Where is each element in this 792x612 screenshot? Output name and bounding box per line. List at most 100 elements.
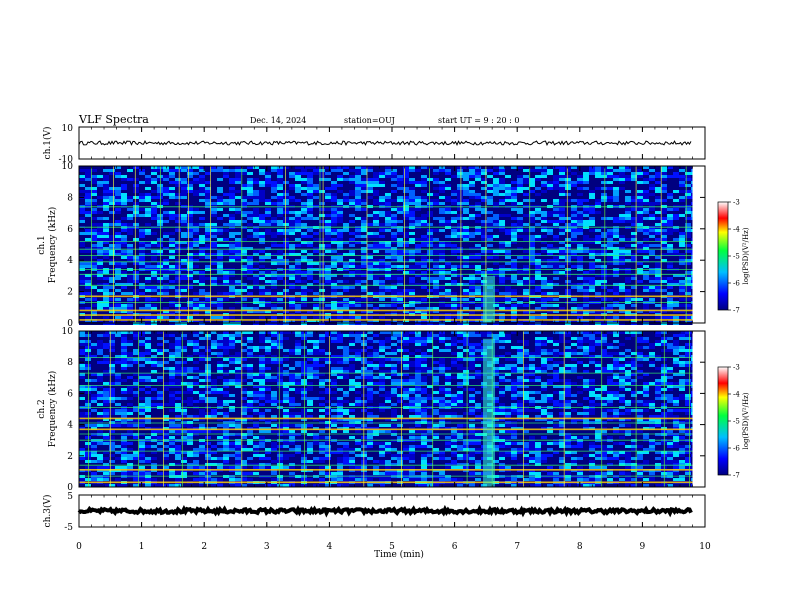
spectrogram-cell xyxy=(355,259,361,262)
spectrogram-cell xyxy=(355,199,361,202)
spectrogram-cell xyxy=(133,208,139,211)
spectrogram-cell xyxy=(295,250,301,253)
spectrogram-cell xyxy=(505,250,511,253)
spectrogram-cell xyxy=(451,235,457,238)
spectrogram-cell xyxy=(487,253,493,256)
spectrogram-cell xyxy=(565,280,571,283)
spectrogram-cell xyxy=(391,244,397,247)
spectrogram-cell xyxy=(253,214,259,217)
spectrogram-cell xyxy=(211,199,217,202)
spectrogram-cell xyxy=(559,211,565,214)
spectrogram-cell xyxy=(589,283,595,286)
spectrogram-cell xyxy=(175,211,181,214)
spectrogram-cell xyxy=(187,166,193,169)
spectrogram-cell xyxy=(349,283,355,286)
spectrogram-cell xyxy=(199,286,205,289)
spectrogram-cell xyxy=(589,184,595,187)
spectrogram-cell xyxy=(547,220,553,223)
spectrogram-cell xyxy=(241,262,247,265)
spectrogram-cell xyxy=(91,238,97,241)
spectrogram-cell xyxy=(361,310,367,313)
spectrogram-cell xyxy=(109,271,115,274)
spectrogram-cell xyxy=(457,265,463,268)
spectrogram-cell xyxy=(403,304,409,307)
spectrogram-cell xyxy=(577,190,583,193)
spectrogram-cell xyxy=(571,283,577,286)
spectrogram-cell xyxy=(379,190,385,193)
spectrogram-cell xyxy=(223,190,229,193)
spectrogram-cell xyxy=(541,280,547,283)
spectrogram-cell xyxy=(127,199,133,202)
spectrogram-cell xyxy=(319,289,325,292)
spectrogram-cell xyxy=(85,223,91,226)
spectrogram-cell xyxy=(589,238,595,241)
spectrogram-cell xyxy=(151,244,157,247)
spectrogram-cell xyxy=(355,256,361,259)
spectrogram-cell xyxy=(259,178,265,181)
spectrogram-cell xyxy=(499,280,505,283)
spectrogram-cell xyxy=(553,298,559,301)
spectrogram-cell xyxy=(259,244,265,247)
spectrogram-cell xyxy=(559,172,565,175)
spectrogram-cell xyxy=(439,223,445,226)
spectrogram-cell xyxy=(259,169,265,172)
spectrogram-cell xyxy=(289,229,295,232)
spectrogram-cell xyxy=(313,277,319,280)
spectrogram-cell xyxy=(259,298,265,301)
spectrogram-cell xyxy=(607,193,613,196)
spectrogram-cell xyxy=(517,193,523,196)
spectrogram-cell xyxy=(223,169,229,172)
spectrogram-cell xyxy=(487,202,493,205)
spectrogram-cell xyxy=(217,220,223,223)
spectrogram-cell xyxy=(289,280,295,283)
spectrogram-cell xyxy=(331,298,337,301)
spectrogram-cell xyxy=(139,286,145,289)
spectrogram-cell xyxy=(421,256,427,259)
spectrogram-cell xyxy=(343,235,349,238)
spectrogram-cell xyxy=(307,178,313,181)
spectrogram-cell xyxy=(505,184,511,187)
spectrogram-cell xyxy=(373,247,379,250)
spectrogram-cell xyxy=(121,271,127,274)
spectrogram-cell xyxy=(235,259,241,262)
spectrogram-cell xyxy=(313,256,319,259)
spectrogram-cell xyxy=(601,286,607,289)
spectrogram-cell xyxy=(151,247,157,250)
spectrogram-cell xyxy=(205,292,211,295)
spectrogram-cell xyxy=(211,187,217,190)
spectrogram-cell xyxy=(199,172,205,175)
spectrogram-cell xyxy=(79,271,85,274)
spectrogram-cell xyxy=(577,262,583,265)
spectrogram-cell xyxy=(421,280,427,283)
spectrogram-cell xyxy=(211,190,217,193)
spectrogram-cell xyxy=(145,250,151,253)
spectrogram-cell xyxy=(247,310,253,313)
spectrogram-cell xyxy=(379,211,385,214)
spectrogram-cell xyxy=(97,166,103,169)
spectrogram-cell xyxy=(85,202,91,205)
spectrogram-cell xyxy=(301,211,307,214)
spectrogram-cell xyxy=(181,214,187,217)
spectrogram-cell xyxy=(451,241,457,244)
spectrogram-cell xyxy=(547,232,553,235)
spectrogram-cell xyxy=(391,265,397,268)
spectrogram-cell xyxy=(583,286,589,289)
spectrogram-cell xyxy=(475,265,481,268)
spectrogram-cell xyxy=(235,187,241,190)
spectrogram-cell xyxy=(349,277,355,280)
spectrogram-cell xyxy=(589,265,595,268)
spectrogram-cell xyxy=(127,277,133,280)
spectrogram-cell xyxy=(511,286,517,289)
spectrogram-cell xyxy=(589,202,595,205)
spectrogram-cell xyxy=(493,280,499,283)
spectrogram-cell xyxy=(271,241,277,244)
spectrogram-cell xyxy=(205,283,211,286)
spectrogram-cell xyxy=(115,187,121,190)
spectrogram-cell xyxy=(481,253,487,256)
spectrogram-cell xyxy=(223,241,229,244)
spectrogram-cell xyxy=(391,280,397,283)
spectrogram-cell xyxy=(79,256,85,259)
spectrogram-cell xyxy=(277,190,283,193)
spectrogram-cell xyxy=(307,190,313,193)
spectrogram-cell xyxy=(583,190,589,193)
